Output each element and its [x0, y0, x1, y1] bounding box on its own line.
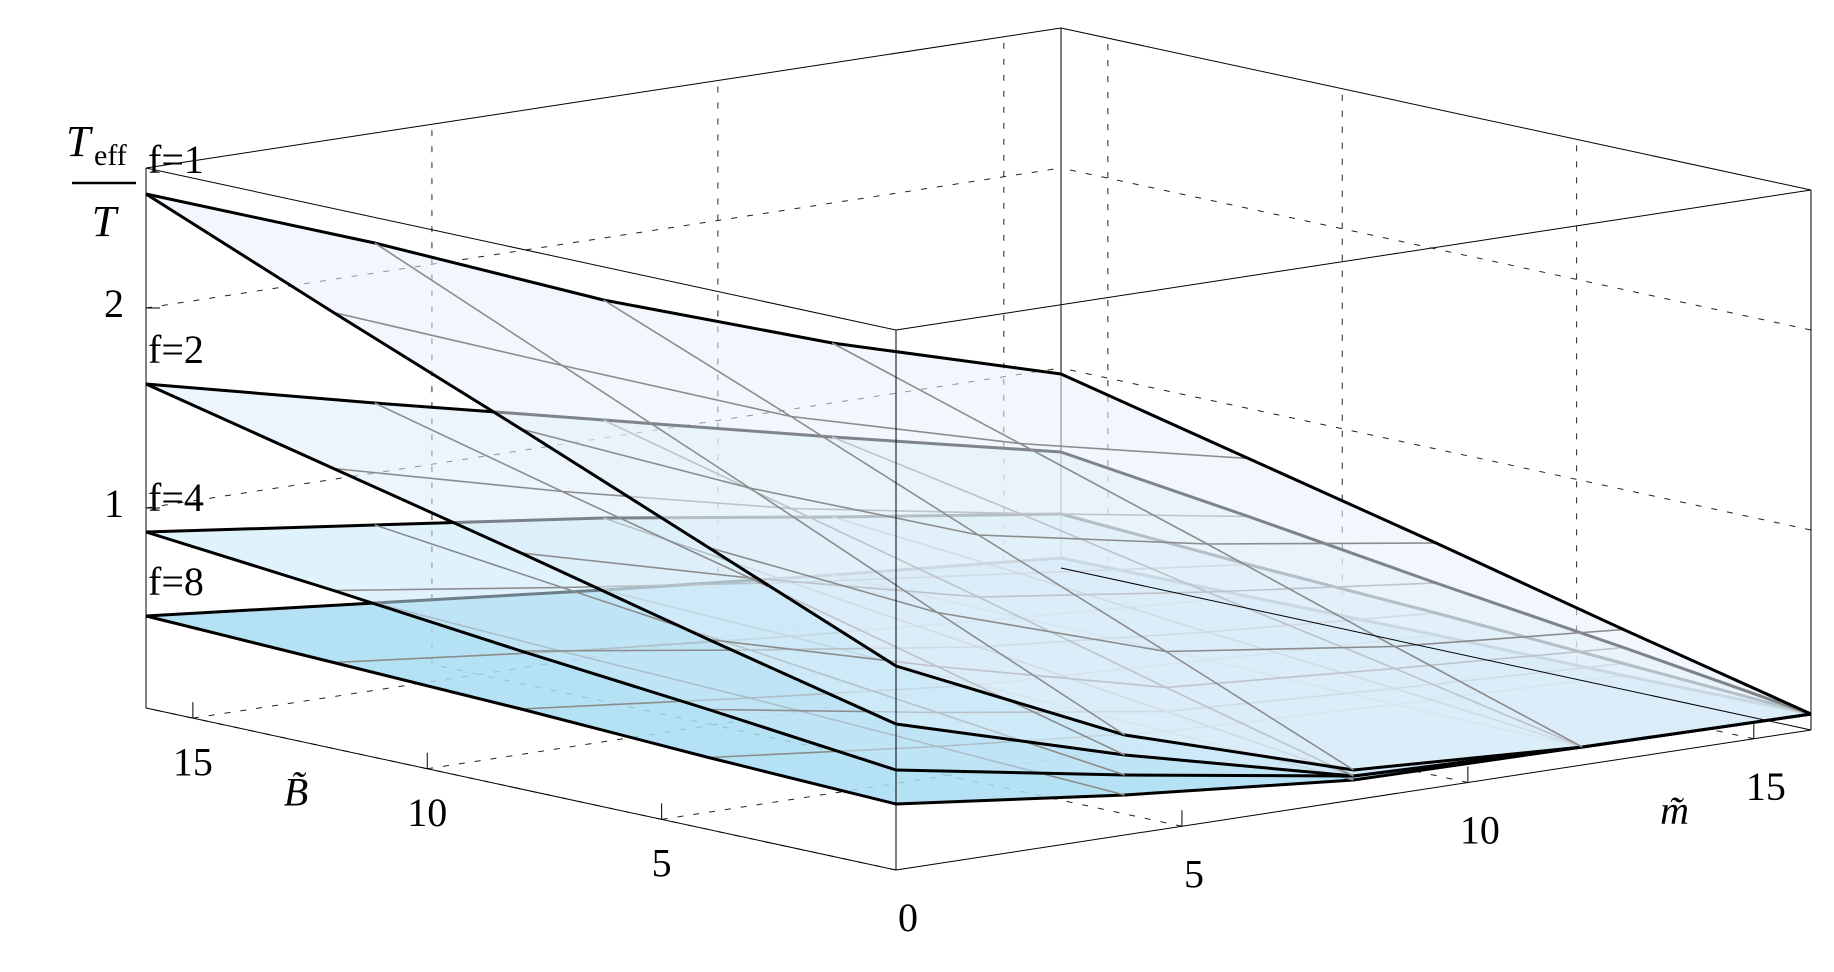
surface-patch	[562, 365, 979, 535]
surface-patch	[333, 587, 750, 651]
series-label: f=2	[148, 327, 204, 372]
z-tick-label: 2	[104, 281, 124, 326]
series-label: f=4	[148, 475, 204, 520]
surface-patch	[146, 603, 563, 663]
surface-patch	[333, 468, 750, 578]
surface-mesh-line	[145, 382, 897, 726]
x-tick-label: 5	[1184, 851, 1204, 896]
y-axis-label: B̃	[284, 770, 308, 815]
surface-patch	[749, 488, 1166, 652]
box-edge	[895, 189, 1812, 331]
surface-mesh-line	[145, 614, 897, 806]
x-axis-label: m̃	[1660, 788, 1689, 833]
z-tick-label: 1	[104, 481, 124, 526]
x-tick-label: 10	[1460, 808, 1500, 853]
surface-mesh-line	[145, 530, 897, 772]
surface-patch	[791, 416, 1208, 544]
box-edge	[145, 167, 897, 331]
surface-patch	[521, 429, 938, 613]
surface-patch	[603, 300, 1020, 444]
surface-patch	[146, 525, 563, 591]
surface-mesh-line	[1060, 372, 1812, 716]
surface-patch	[521, 553, 938, 667]
y-tick-label: 5	[652, 841, 672, 886]
surface-patch	[333, 312, 750, 488]
surface-patch	[1207, 543, 1624, 647]
surface-mesh-line	[603, 299, 1354, 771]
surface-patch	[708, 547, 1125, 735]
surface-patch	[708, 639, 1125, 755]
grid-line	[145, 167, 1062, 309]
x-tick-label: 0	[898, 895, 918, 940]
surface-mesh-line	[831, 342, 1583, 748]
surface-patch	[1019, 443, 1436, 544]
z-axis-label-denominator: T	[92, 197, 120, 246]
surface-patch	[146, 384, 563, 492]
box-edge	[1060, 27, 1812, 191]
series-label: f=8	[148, 559, 204, 604]
box-edge	[1060, 567, 1812, 731]
surface-patch	[374, 243, 791, 417]
surface-patch	[708, 709, 1125, 775]
series-label: f=1	[148, 137, 204, 182]
surface-patch	[937, 612, 1354, 770]
surface-mesh-line	[145, 192, 897, 668]
z-axis-label-subscript: eff	[94, 139, 127, 172]
grid-line	[1060, 167, 1812, 331]
surface-patch	[1166, 646, 1583, 770]
y-tick-label: 15	[173, 739, 213, 784]
surface-patch	[708, 746, 1125, 804]
surface-patch	[978, 535, 1395, 652]
surface-patch	[832, 343, 1249, 459]
box-edge	[145, 707, 897, 871]
surface-patch	[1394, 629, 1811, 747]
surface-patch	[146, 194, 563, 366]
y-tick-label: 10	[407, 790, 447, 835]
box-edge	[145, 27, 1062, 169]
box-edge	[895, 729, 1812, 871]
x-tick-label: 15	[1746, 764, 1786, 809]
z-axis-label-numerator: T	[66, 117, 94, 166]
surface-patch	[333, 651, 750, 709]
surface-mesh-line	[374, 242, 1126, 736]
